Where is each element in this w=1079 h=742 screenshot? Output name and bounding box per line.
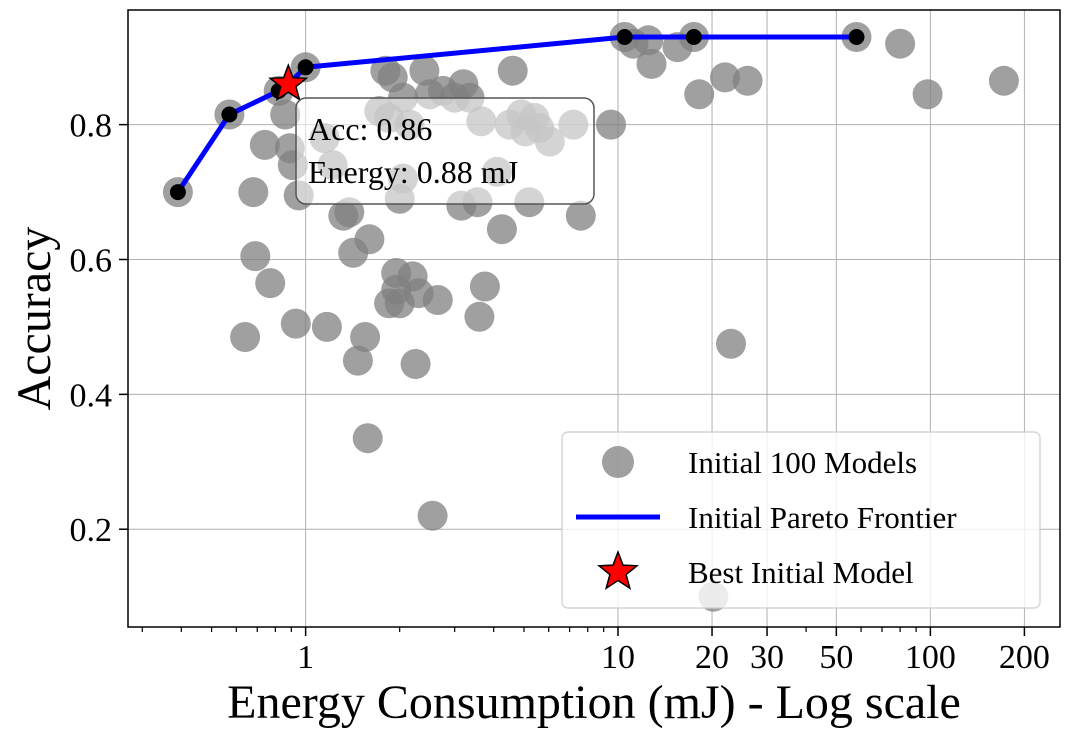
model-point bbox=[354, 224, 385, 255]
model-point bbox=[342, 345, 373, 376]
axes: 1 10 20 30 50 100 200 0.2 0.4 0.6 0.8 bbox=[70, 9, 1061, 676]
model-point bbox=[565, 200, 596, 231]
y-tick-label: 0.6 bbox=[70, 242, 113, 279]
frontier-point bbox=[221, 106, 238, 123]
x-axis-title: Energy Consumption (mJ) - Log scale bbox=[227, 676, 961, 729]
model-point bbox=[486, 214, 517, 245]
best-model-star bbox=[268, 63, 309, 102]
legend-marker-models bbox=[602, 446, 634, 478]
model-point bbox=[350, 322, 381, 352]
model-point bbox=[716, 328, 746, 359]
y-tick-label: 0.8 bbox=[70, 108, 113, 145]
y-axis-title: Accuracy bbox=[8, 227, 61, 411]
frontier-point bbox=[297, 59, 314, 76]
model-point bbox=[255, 268, 286, 299]
legend-marker-best bbox=[596, 549, 640, 590]
annotation-accuracy-text: Acc: 0.86 bbox=[308, 111, 432, 147]
model-point bbox=[596, 109, 626, 140]
legend-label-models: Initial 100 Models bbox=[688, 445, 917, 480]
annotation-energy-text: Energy: 0.88 mJ bbox=[308, 154, 518, 190]
x-tick-label: 10 bbox=[601, 639, 635, 676]
model-point bbox=[240, 241, 271, 272]
model-point bbox=[280, 308, 311, 339]
best-model-annotation: Acc: 0.86 Energy: 0.88 mJ bbox=[295, 97, 595, 205]
model-point bbox=[311, 311, 342, 342]
model-point bbox=[912, 79, 943, 110]
legend-box bbox=[561, 431, 1041, 609]
y-tick-label: 0.2 bbox=[70, 512, 113, 549]
legend-label-best: Best Initial Model bbox=[688, 555, 914, 590]
model-point bbox=[732, 65, 763, 96]
model-point bbox=[684, 79, 715, 110]
model-point bbox=[633, 25, 664, 56]
model-point bbox=[249, 129, 280, 160]
x-tick-label: 50 bbox=[819, 639, 853, 676]
model-point bbox=[497, 55, 528, 86]
frontier-point bbox=[169, 184, 186, 201]
model-point bbox=[988, 65, 1019, 96]
model-point bbox=[230, 322, 261, 352]
model-point bbox=[469, 271, 500, 302]
x-tick-label: 100 bbox=[905, 639, 956, 676]
pareto-frontier bbox=[169, 29, 865, 201]
legend: Initial 100 Models Initial Pareto Fronti… bbox=[561, 431, 1041, 609]
y-tick-label: 0.4 bbox=[70, 377, 113, 414]
model-point bbox=[409, 55, 440, 86]
legend-label-frontier: Initial Pareto Frontier bbox=[688, 500, 957, 535]
model-point bbox=[270, 99, 301, 130]
x-tick-label: 20 bbox=[695, 639, 729, 676]
model-point bbox=[352, 423, 383, 454]
x-tick-label: 30 bbox=[750, 639, 784, 676]
model-point bbox=[417, 500, 448, 531]
model-point bbox=[400, 349, 431, 379]
frontier-point bbox=[616, 29, 633, 45]
annotation-box bbox=[295, 97, 595, 205]
model-point bbox=[636, 48, 667, 79]
model-point bbox=[885, 28, 916, 59]
frontier-line bbox=[175, 34, 857, 194]
x-tick-label: 1 bbox=[297, 639, 314, 676]
model-point bbox=[710, 62, 740, 93]
model-point bbox=[238, 177, 269, 208]
x-tick-label: 200 bbox=[999, 639, 1050, 676]
frontier-point bbox=[848, 29, 865, 45]
model-point bbox=[464, 301, 495, 332]
model-point bbox=[334, 197, 365, 228]
frontier-point bbox=[685, 29, 702, 45]
plot-frame bbox=[127, 9, 1061, 628]
model-point bbox=[422, 285, 453, 315]
